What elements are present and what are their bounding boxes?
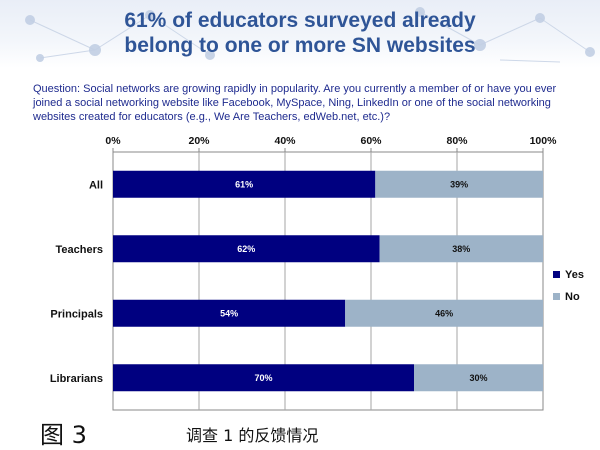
survey-question: Question: Social networks are growing ra…	[33, 83, 557, 123]
data-label: 39%	[450, 179, 468, 189]
bar-yes	[113, 299, 346, 327]
x-tick-label: 40%	[274, 135, 296, 147]
network-background-graphic	[25, 7, 595, 63]
title-line-1: 61% of educators surveyed already	[124, 9, 476, 32]
category-label: Teachers	[56, 244, 104, 256]
category-label: Librarians	[50, 373, 103, 385]
legend-swatch	[553, 271, 560, 278]
category-label: All	[89, 179, 103, 191]
data-label: 46%	[435, 308, 453, 318]
data-label: 62%	[237, 244, 255, 254]
data-label: 38%	[452, 244, 470, 254]
legend-label: No	[565, 291, 580, 303]
legend-label: Yes	[565, 269, 584, 281]
category-label: Principals	[50, 308, 103, 320]
x-tick-label: 100%	[530, 135, 558, 147]
x-tick-label: 60%	[360, 135, 382, 147]
x-tick-label: 20%	[188, 135, 210, 147]
data-label: 54%	[220, 308, 238, 318]
legend-swatch	[553, 293, 560, 300]
x-tick-label: 80%	[446, 135, 468, 147]
page-title: 61% of educators surveyed already belong…	[0, 8, 600, 58]
bar-yes	[113, 235, 380, 263]
bar-yes	[113, 170, 376, 198]
x-tick-label: 0%	[105, 135, 121, 147]
figure-caption: 调查 1 的反馈情况	[186, 426, 319, 445]
data-label: 30%	[469, 373, 487, 383]
data-label: 61%	[235, 179, 253, 189]
bar-no	[414, 364, 543, 392]
figure-label: 图 3	[40, 421, 87, 449]
data-label: 70%	[254, 373, 272, 383]
header-banner: 61% of educators surveyed already belong…	[0, 0, 600, 68]
title-line-2: belong to one or more SN websites	[124, 34, 476, 57]
bar-no	[345, 299, 543, 327]
bar-no	[379, 235, 543, 263]
bar-no	[375, 170, 543, 198]
bar-yes	[113, 364, 414, 392]
plot-area-frame	[112, 151, 544, 411]
